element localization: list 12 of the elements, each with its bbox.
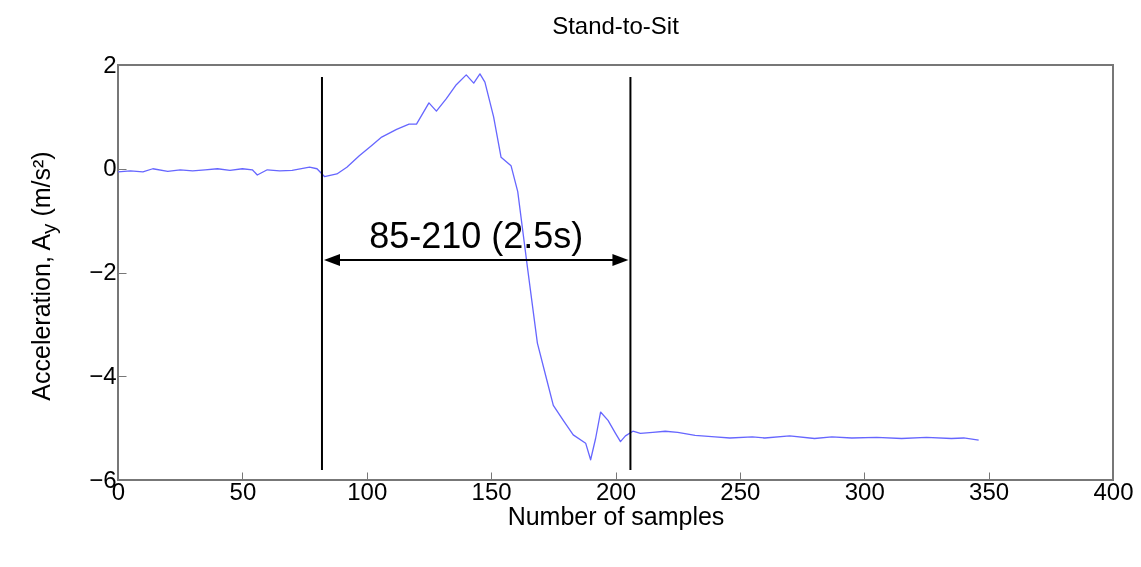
y-tick-label: −2 — [89, 258, 117, 285]
x-tick-label: 300 — [844, 477, 885, 505]
line-series — [117, 73, 980, 461]
x-tick-label: 400 — [1093, 477, 1134, 505]
annotation: 85-210 (2.5s) — [369, 215, 584, 257]
y-tick-label: −4 — [89, 361, 117, 389]
x-tick-label: 100 — [347, 477, 388, 505]
x-tick-label: 50 — [229, 477, 257, 505]
chart-title: Stand-to-Sit — [552, 12, 680, 39]
x-tick-label: 350 — [969, 477, 1010, 505]
y-tick-label: 0 — [103, 154, 117, 182]
y-tick-label: 2 — [103, 50, 117, 78]
